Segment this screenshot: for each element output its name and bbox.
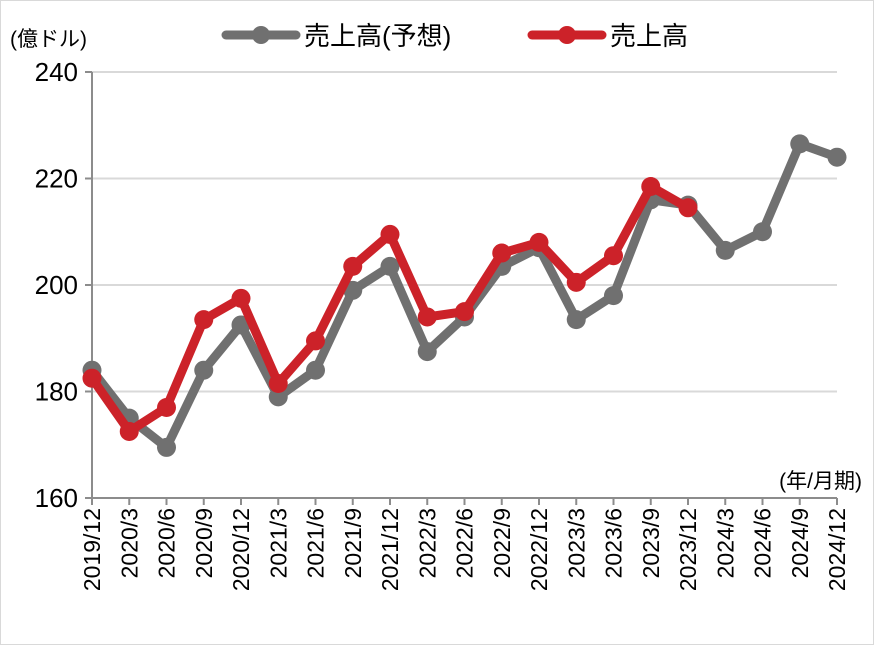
x-tick-label: 2023/9 [638,508,664,578]
data-point [82,368,102,388]
data-point [306,331,325,351]
x-tick-label: 2021/3 [265,508,291,578]
data-point [268,387,288,407]
legend: 売上高(予想) 売上高 [221,21,688,51]
legend-swatch-forecast-marker [252,26,270,44]
series-actual [82,176,698,441]
data-point [194,360,214,380]
y-tick-label: 180 [35,377,78,407]
x-tick-label: 2024/6 [750,508,776,578]
legend-swatch-actual-marker [558,26,576,44]
data-point [827,147,847,167]
legend-item-actual: 売上高 [527,21,688,51]
data-point [790,134,810,154]
series [82,134,847,457]
x-tick-label: 2020/9 [191,508,217,578]
data-point [417,342,437,362]
data-point [455,302,474,322]
data-point [678,198,698,218]
data-point [417,307,437,327]
data-point [268,374,288,394]
x-tick-label: 2022/12 [526,508,552,591]
data-point [380,224,400,244]
x-tick-label: 2023/3 [563,508,589,578]
data-point [492,243,512,263]
data-point [715,240,735,260]
data-point [566,272,586,292]
legend-label-actual: 売上高 [610,21,688,51]
x-tick-label: 2024/3 [712,508,738,578]
y-tick-label: 240 [35,57,78,87]
x-tick-label: 2023/6 [601,508,627,578]
x-tick-label: 2022/9 [489,508,515,578]
data-point [157,437,176,457]
y-tick-labels: 160 180 200 220 240 [35,57,78,513]
data-point [604,246,623,266]
data-point [119,421,139,441]
x-tick-label: 2022/3 [414,508,440,578]
x-tick-label: 2020/3 [116,508,142,578]
data-point [343,256,363,276]
data-point [641,176,661,196]
data-point [753,222,772,242]
x-tick-label: 2021/6 [303,508,329,578]
y-tick-label: 220 [35,164,78,194]
x-tick-labels: 2019/12 2020/3 2020/6 2020/9 2020/12 2021/3 20… [79,508,850,591]
series-forecast [82,134,847,457]
legend-label-forecast: 売上高(予想) [304,21,451,51]
x-tick-label: 2024/9 [787,508,813,578]
x-tick-label: 2022/6 [452,508,478,578]
axes [85,71,838,505]
data-point [157,397,176,417]
y-tick-label: 160 [35,483,78,513]
data-point [306,360,325,380]
data-point [231,288,251,308]
legend-item-forecast: 売上高(予想) [221,21,451,51]
x-tick-label: 2021/12 [377,508,403,591]
data-point [566,310,586,330]
data-point [380,256,400,276]
x-tick-label: 2020/6 [154,508,180,578]
y-axis-unit-label: (億ドル) [10,28,87,51]
data-point [604,286,623,306]
x-tick-label: 2023/12 [675,508,701,591]
series-line [87,139,842,452]
y-tick-label: 200 [35,270,78,300]
x-tick-label: 2019/12 [79,508,105,591]
gridlines [92,71,837,393]
x-axis-unit-label: (年/月期) [779,470,862,493]
x-tick-label: 2021/9 [340,508,366,578]
x-tick-label: 2020/12 [228,508,254,591]
x-tick-label: 2024/12 [824,508,850,591]
data-point [194,310,214,330]
data-point [529,232,549,252]
